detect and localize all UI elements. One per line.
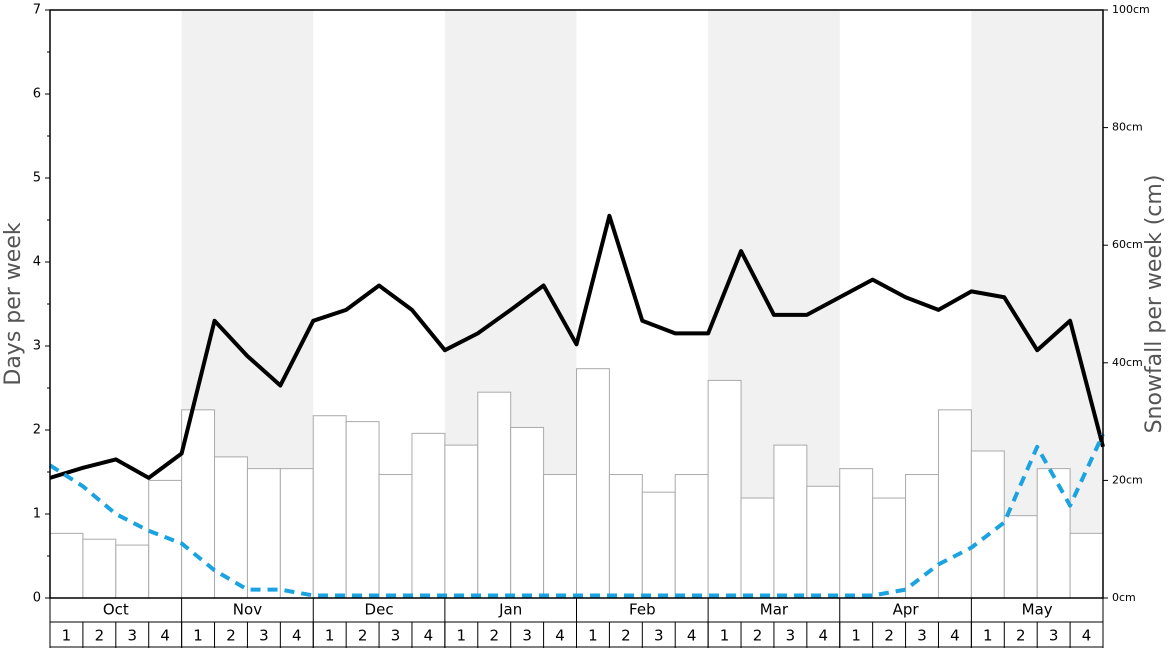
bar <box>82 538 117 599</box>
x-tick-label: 3 <box>917 627 927 645</box>
x-tick-label: 3 <box>259 627 269 645</box>
x-tick-label: 2 <box>226 627 236 645</box>
x-tick-label: 1 <box>193 627 203 645</box>
bar <box>806 485 841 599</box>
x-tick-label: 2 <box>358 627 368 645</box>
y-tick-label: 6 <box>33 87 41 102</box>
y2-tick-label: 60cm <box>1112 238 1143 251</box>
x-tick-label: 1 <box>720 627 730 645</box>
x-tick-label: 1 <box>851 627 861 645</box>
bar <box>510 426 545 599</box>
bar <box>115 544 150 599</box>
line <box>49 213 1105 480</box>
month-label: Oct <box>103 601 129 619</box>
month-label: Apr <box>893 601 920 619</box>
x-tick-label: 3 <box>127 627 137 645</box>
x-tick-label: 2 <box>621 627 631 645</box>
bar <box>444 444 479 599</box>
bar <box>477 391 512 599</box>
bar <box>1069 532 1104 599</box>
bar <box>608 474 643 599</box>
x-tick-label: 2 <box>884 627 894 645</box>
bar <box>345 421 380 599</box>
month-label: May <box>1022 601 1053 619</box>
x-tick-label: 2 <box>489 627 499 645</box>
bar <box>312 415 347 599</box>
bar <box>773 444 808 599</box>
x-tick-label: 4 <box>950 627 960 645</box>
y2-tick-label: 100cm <box>1112 3 1150 16</box>
x-tick-label: 3 <box>522 627 532 645</box>
bar <box>543 474 577 599</box>
y-tick-label: 3 <box>33 339 41 354</box>
x-tick-label: 3 <box>654 627 664 645</box>
x-tick-label: 4 <box>819 627 829 645</box>
x-tick-label: 1 <box>325 627 335 645</box>
y2-tick-label: 40cm <box>1112 356 1143 369</box>
month-label: Mar <box>760 601 789 619</box>
bar <box>641 491 676 599</box>
bar <box>279 468 314 599</box>
y-tick-label: 5 <box>33 171 41 186</box>
x-tick-label: 2 <box>1016 627 1026 645</box>
month-label: Nov <box>233 601 262 619</box>
bar <box>839 468 874 599</box>
x-tick-label: 1 <box>588 627 598 645</box>
line <box>48 433 1105 598</box>
x-tick-label: 4 <box>160 627 170 645</box>
y-tick-label: 0 <box>33 591 41 606</box>
bar <box>1003 515 1038 599</box>
bar <box>1036 468 1071 599</box>
bar <box>905 474 939 599</box>
x-tick-label: 4 <box>424 627 434 645</box>
x-tick-label: 4 <box>1082 627 1092 645</box>
month-label: Feb <box>629 601 656 619</box>
x-tick-label: 1 <box>62 627 72 645</box>
x-tick-label: 3 <box>786 627 796 645</box>
y-tick-label: 2 <box>33 423 41 438</box>
month-label: Jan <box>498 601 522 619</box>
x-tick-label: 4 <box>292 627 302 645</box>
bar <box>378 474 413 599</box>
y-tick-label: 7 <box>33 3 41 18</box>
bar <box>411 432 446 599</box>
month-label: Dec <box>365 601 394 619</box>
bar <box>49 532 84 599</box>
y-tick-label: 4 <box>33 255 41 270</box>
y-axis-label: Days per week <box>1 222 26 385</box>
x-tick-label: 3 <box>391 627 401 645</box>
y-tick-label: 1 <box>33 507 41 522</box>
x-tick-label: 1 <box>983 627 993 645</box>
y2-tick-label: 0cm <box>1112 591 1136 604</box>
y2-tick-label: 80cm <box>1112 121 1143 134</box>
y2-axis-label: Snowfall per week (cm) <box>1142 175 1167 434</box>
x-tick-label: 3 <box>1049 627 1059 645</box>
bar <box>246 468 281 599</box>
bar <box>707 379 742 599</box>
x-tick-label: 2 <box>753 627 763 645</box>
x-tick-label: 4 <box>555 627 565 645</box>
bar <box>872 497 907 599</box>
bar <box>937 409 972 599</box>
x-tick-label: 2 <box>95 627 105 645</box>
x-tick-label: 1 <box>457 627 467 645</box>
bar <box>740 497 775 599</box>
bar <box>674 474 709 599</box>
bar <box>576 368 610 599</box>
x-tick-label: 4 <box>687 627 697 645</box>
y2-tick-label: 20cm <box>1112 473 1143 486</box>
bar <box>214 456 248 599</box>
